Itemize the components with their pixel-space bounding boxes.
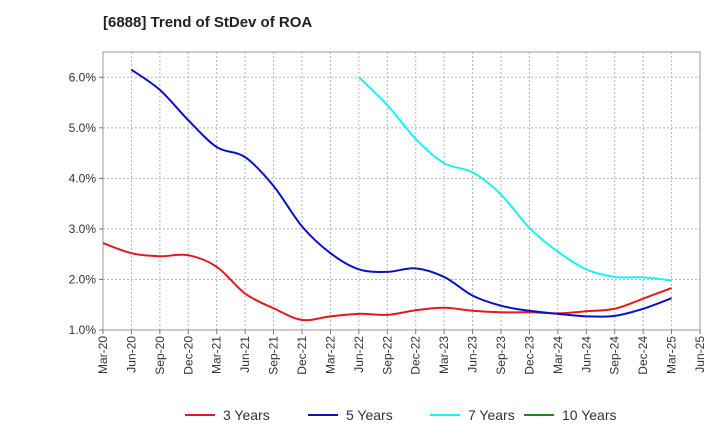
x-tick-label: Mar-20 bbox=[96, 336, 110, 374]
series-lines bbox=[102, 68, 672, 322]
x-tick-label: Mar-25 bbox=[665, 336, 679, 374]
y-tick-label: 2.0% bbox=[69, 272, 97, 286]
x-tick-label: Dec-22 bbox=[409, 336, 423, 375]
legend-label: 3 Years bbox=[223, 407, 270, 423]
x-tick-label: Jun-20 bbox=[124, 336, 138, 373]
x-tick-label: Sep-20 bbox=[153, 336, 167, 375]
y-tick-label: 4.0% bbox=[69, 171, 97, 185]
legend: 3 Years 5 Years 7 Years 10 Years bbox=[185, 407, 617, 423]
x-tick-label: Dec-20 bbox=[181, 336, 195, 375]
x-tick-label: Jun-24 bbox=[579, 336, 593, 373]
x-tick-label: Jun-21 bbox=[238, 336, 252, 373]
series-line-7-years bbox=[358, 76, 672, 282]
chart-title: [6888] Trend of StDev of ROA bbox=[103, 14, 313, 31]
legend-label: 10 Years bbox=[562, 407, 617, 423]
x-tick-label: Mar-24 bbox=[551, 336, 565, 374]
x-tick-label: Sep-24 bbox=[608, 336, 622, 375]
grid-lines bbox=[103, 52, 700, 330]
y-axis-ticks: 1.0% 2.0% 3.0% 4.0% 5.0% 6.0% bbox=[69, 70, 103, 337]
x-tick-label: Mar-21 bbox=[210, 336, 224, 374]
x-tick-label: Dec-24 bbox=[636, 336, 650, 375]
x-tick-label: Sep-21 bbox=[267, 336, 281, 375]
y-tick-label: 5.0% bbox=[69, 121, 97, 135]
x-tick-label: Sep-23 bbox=[494, 336, 508, 375]
series-line-3-years bbox=[102, 242, 672, 322]
x-tick-label: Jun-23 bbox=[466, 336, 480, 373]
x-tick-label: Dec-23 bbox=[522, 336, 536, 375]
x-tick-label: Mar-22 bbox=[323, 336, 337, 374]
plot-area-frame bbox=[102, 51, 701, 331]
series-line-5-years bbox=[130, 68, 672, 318]
y-tick-label: 1.0% bbox=[69, 323, 97, 337]
x-tick-label: Jun-22 bbox=[352, 336, 366, 373]
x-tick-label: Mar-23 bbox=[437, 336, 451, 374]
legend-label: 5 Years bbox=[346, 407, 393, 423]
x-tick-label: Jun-25 bbox=[693, 336, 707, 373]
x-tick-label: Sep-22 bbox=[380, 336, 394, 375]
y-tick-label: 3.0% bbox=[69, 222, 97, 236]
legend-label: 7 Years bbox=[468, 407, 515, 423]
x-axis-ticks: Mar-20 Jun-20 Sep-20 Dec-20 Mar-21 Jun-21 Sep-… bbox=[96, 330, 707, 375]
x-tick-label: Dec-21 bbox=[295, 336, 309, 375]
y-tick-label: 6.0% bbox=[69, 70, 97, 84]
